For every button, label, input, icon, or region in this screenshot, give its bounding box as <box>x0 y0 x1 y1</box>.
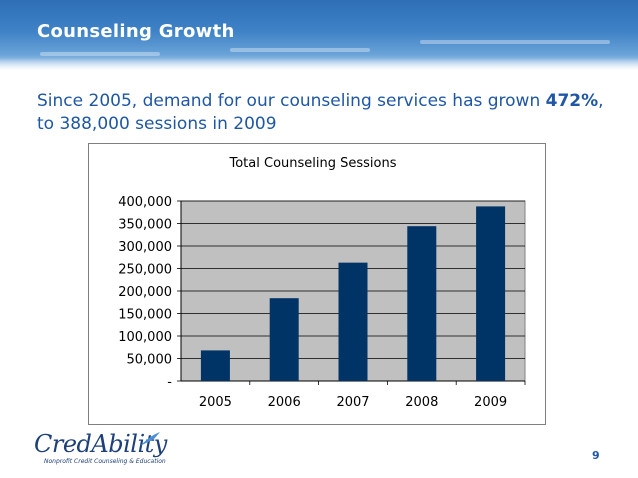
x-tick-label: 2008 <box>405 395 438 410</box>
x-tick-label: 2006 <box>268 395 301 410</box>
page-number: 9 <box>592 449 600 462</box>
swoosh-icon <box>140 432 160 446</box>
x-tick-label: 2007 <box>336 395 369 410</box>
y-tick-label: 400,000 <box>118 195 172 210</box>
logo-wordmark: CredAbility <box>34 430 167 458</box>
y-tick-label: - <box>167 375 172 390</box>
bar-2009 <box>476 206 506 381</box>
header-banner <box>0 0 638 70</box>
y-tick-label: 250,000 <box>118 263 172 278</box>
chart-title: Total Counseling Sessions <box>229 156 397 171</box>
x-tick-label: 2005 <box>199 395 232 410</box>
y-tick-label: 150,000 <box>118 308 172 323</box>
logo-tagline: Nonprofit Credit Counseling & Education <box>44 458 166 465</box>
bar-2005 <box>200 350 230 381</box>
subtitle-growth-percent: 472% <box>545 91 599 111</box>
slide-subtitle: Since 2005, demand for our counseling se… <box>37 90 617 136</box>
chart-container: Total Counseling Sessions - 50,000 100,000 1… <box>88 143 546 425</box>
subtitle-text-post: , to 388,000 sessions in 2009 <box>37 91 604 134</box>
slide-title: Counseling Growth <box>37 21 235 42</box>
bar-2006 <box>269 298 299 381</box>
y-tick-label: 50,000 <box>127 353 173 368</box>
credability-logo: CredAbility Nonprofit Credit Counseling … <box>34 430 167 470</box>
y-tick-label: 100,000 <box>118 330 172 345</box>
y-tick-label: 300,000 <box>118 240 172 255</box>
bar-chart: Total Counseling Sessions - 50,000 100,000 1… <box>118 156 526 410</box>
bar-2008 <box>407 226 437 381</box>
x-tick-label: 2009 <box>474 395 507 410</box>
y-tick-label: 200,000 <box>118 285 172 300</box>
bar-2007 <box>338 262 368 381</box>
y-tick-label: 350,000 <box>118 218 172 233</box>
subtitle-text-pre: Since 2005, demand for our counseling se… <box>37 91 546 111</box>
